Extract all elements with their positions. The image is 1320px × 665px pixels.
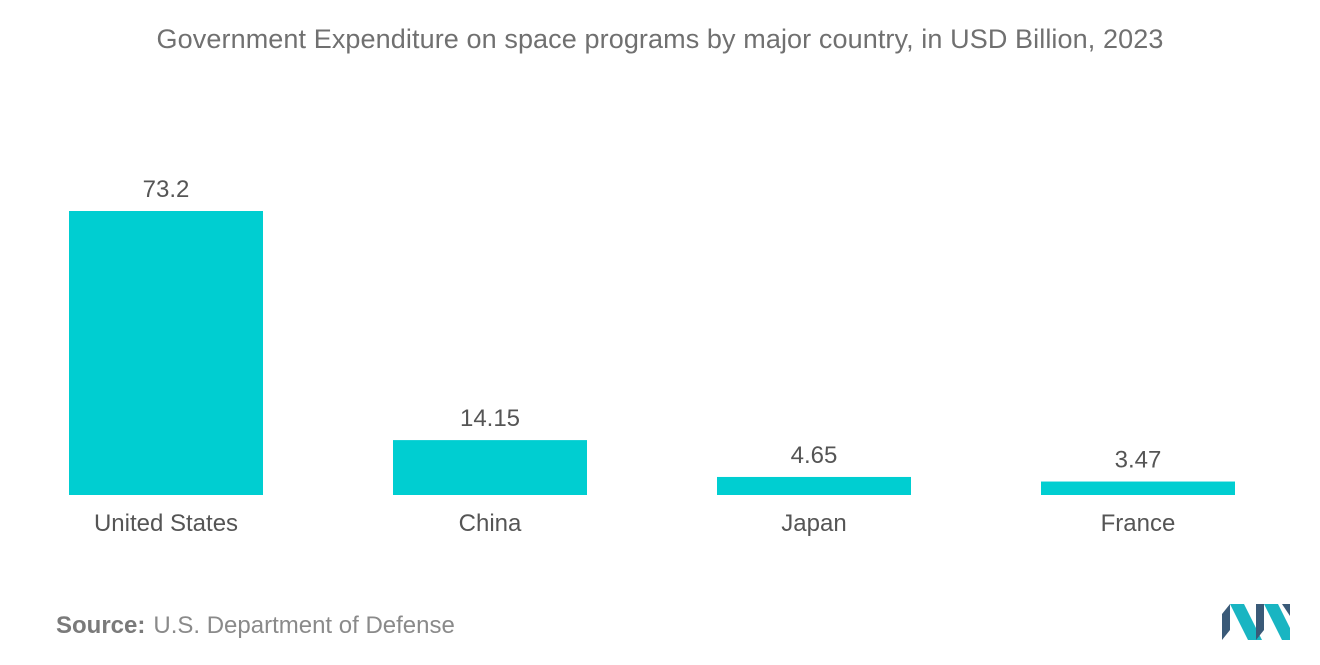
chart-title: Government Expenditure on space programs… xyxy=(156,24,1164,54)
source-note: Source: U.S. Department of Defense xyxy=(56,612,455,640)
bar-china xyxy=(393,440,587,495)
bar-united-states xyxy=(69,211,263,495)
category-label: United States xyxy=(94,510,238,537)
data-label: 3.47 xyxy=(1115,447,1162,474)
data-label: 4.65 xyxy=(791,442,838,469)
bar-japan xyxy=(717,476,911,495)
category-label: China xyxy=(459,510,522,537)
data-label: 73.2 xyxy=(143,176,190,203)
bar-france xyxy=(1041,481,1235,495)
source-label: Source: xyxy=(56,612,146,639)
data-label: 14.15 xyxy=(460,405,520,432)
category-label: France xyxy=(1101,510,1176,537)
source-value: U.S. Department of Defense xyxy=(153,612,455,639)
mordor-intelligence-logo-icon xyxy=(1222,604,1290,640)
category-label: Japan xyxy=(781,510,846,537)
